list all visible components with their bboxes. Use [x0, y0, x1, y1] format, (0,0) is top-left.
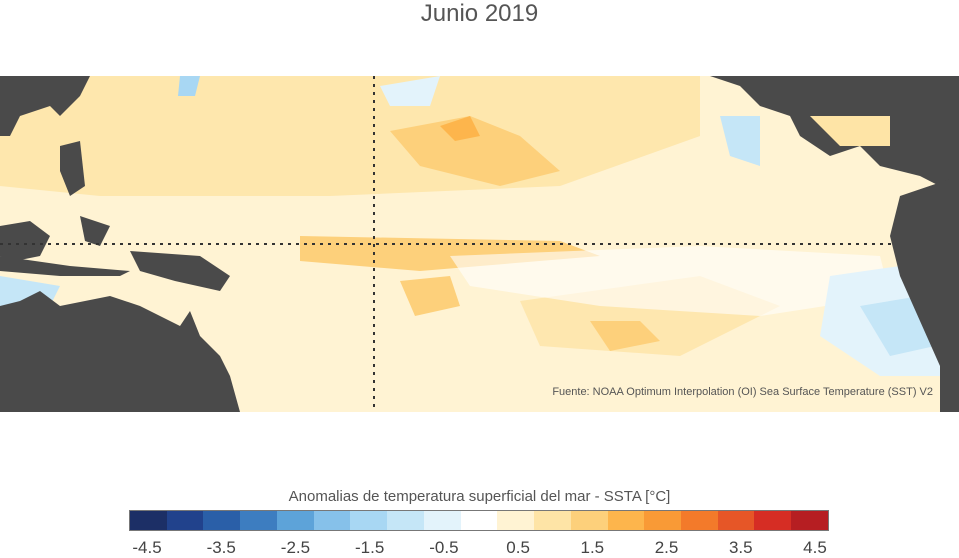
- colorbar-ticks: -4.5 -3.5 -2.5 -1.5 -0.5 0.5 1.5 2.5 3.5 4.5: [0, 538, 959, 558]
- land-australia: [0, 291, 240, 412]
- colorbar-swatch: [754, 511, 792, 530]
- data-source: Fuente: NOAA Optimum Interpolation (OI) …: [552, 386, 933, 398]
- land-south-america: [890, 176, 959, 412]
- land-philippines: [60, 141, 85, 196]
- cool-patch-north: [380, 76, 440, 106]
- colorbar-tick-label: -1.5: [355, 538, 385, 557]
- warm-anomaly-central: [390, 116, 560, 186]
- colorbar-swatch: [166, 511, 204, 530]
- colorbar-swatch: [203, 511, 241, 530]
- colorbar-tick-label: 1.5: [580, 538, 605, 557]
- neutral-patch-equator: [450, 246, 890, 316]
- colorbar-swatch: [423, 511, 461, 530]
- warm-anomaly-peak: [440, 116, 480, 141]
- colorbar-swatch: [497, 511, 535, 530]
- colorbar-swatch: [276, 511, 314, 530]
- colorbar-swatch: [717, 511, 755, 530]
- land-indonesia-islands: [0, 256, 130, 276]
- colorbar-swatch: [644, 511, 682, 530]
- land-asia: [0, 76, 90, 136]
- colorbar-swatch: [313, 511, 351, 530]
- land-sulawesi: [80, 216, 110, 246]
- gulf-of-mexico: [810, 116, 890, 146]
- colorbar-swatch: [460, 511, 498, 530]
- cool-patch-mexico: [720, 116, 760, 166]
- colorbar: [129, 510, 829, 531]
- colorbar-swatch: [791, 511, 828, 530]
- cool-patch-northwest: [178, 76, 200, 96]
- colorbar-tick-label: 2.5: [654, 538, 679, 557]
- colorbar-swatch: [681, 511, 718, 530]
- colorbar-swatch: [607, 511, 645, 530]
- colorbar-swatch: [240, 511, 277, 530]
- colorbar-swatch: [130, 511, 167, 530]
- colorbar-swatch: [570, 511, 608, 530]
- colorbar-swatch: [534, 511, 571, 530]
- colorbar-tick-label: 4.5: [803, 538, 827, 557]
- ssta-map: [0, 76, 959, 412]
- colorbar-swatch: [350, 511, 388, 530]
- warm-anomaly-spot: [590, 321, 660, 351]
- colorbar-tick-label: -4.5: [132, 538, 162, 557]
- colorbar-swatch: [387, 511, 424, 530]
- colorbar-tick-label: 3.5: [728, 538, 753, 557]
- warm-anomaly-south: [400, 276, 460, 316]
- land-borneo: [0, 221, 50, 261]
- colorbar-title: Anomalias de temperatura superficial del…: [288, 488, 671, 505]
- map-title: Junio 2019: [420, 0, 539, 27]
- land-new-guinea: [130, 251, 230, 291]
- colorbar-tick-label: -0.5: [429, 538, 459, 557]
- colorbar-tick-label: -3.5: [206, 538, 236, 557]
- colorbar-tick-label: -2.5: [280, 538, 311, 557]
- colorbar-tick-label: 0.5: [506, 538, 530, 557]
